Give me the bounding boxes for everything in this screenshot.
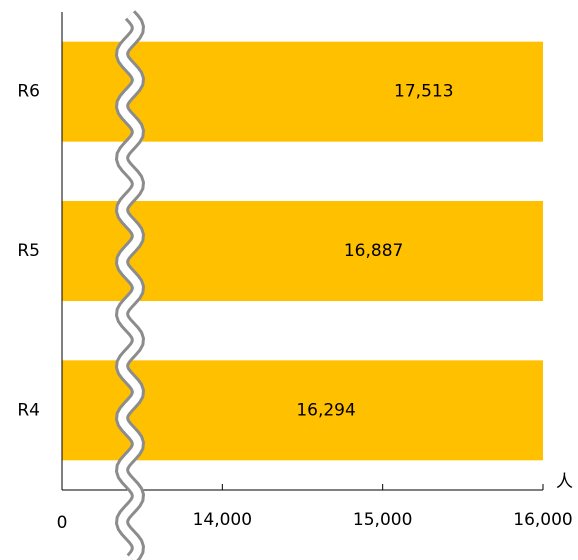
value-label: 16,887 (344, 241, 403, 261)
x-tick-label: 15,000 (353, 510, 412, 530)
axis-break (114, 10, 146, 560)
value-label: 17,513 (394, 82, 453, 102)
value-label: 16,294 (296, 400, 355, 420)
x-axis-label: 人 (556, 472, 573, 492)
labels: 17,513 16,887 16,294 (296, 82, 453, 421)
y-tick-label: R4 (17, 400, 40, 420)
bars (62, 41, 543, 461)
y-tick-label: R5 (17, 241, 40, 261)
x-tick-label: 0 (57, 513, 68, 533)
x-tick-label: 16,000 (513, 510, 572, 530)
break-gap (118, 12, 142, 560)
y-tick-label: R6 (17, 82, 40, 102)
x-tick-label: 14,000 (193, 510, 252, 530)
